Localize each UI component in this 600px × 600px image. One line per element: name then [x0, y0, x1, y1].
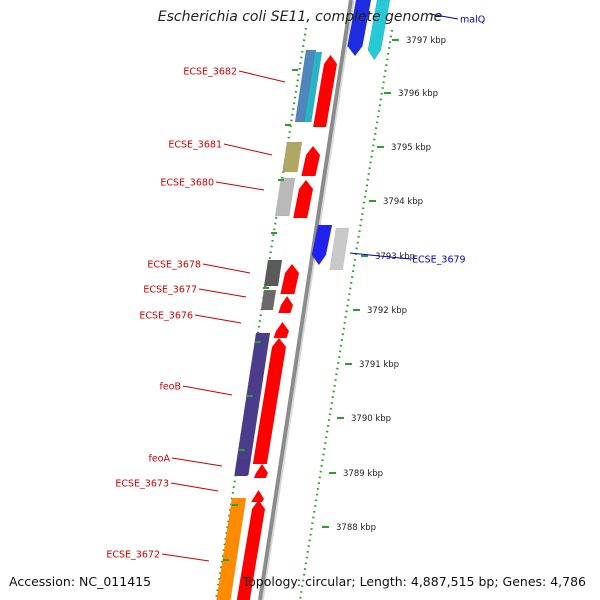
left-gene-label: feoB [159, 382, 181, 393]
left-gene-leader [171, 457, 223, 467]
left-gene-label: ECSE_3673 [115, 479, 169, 490]
left-gene-leader [182, 385, 233, 396]
left-gene-label: ECSE_3677 [143, 285, 197, 296]
right-gene-label: malQ [460, 15, 485, 26]
ecse-3678-cds-arrow [280, 264, 299, 294]
left-gene-label: ECSE_3681 [168, 140, 222, 151]
ecse-3678-gene-block [263, 259, 283, 287]
scale-ticks: 3797 kbp 3796 kbp 3795 kbp 3794 kbp 3793 kbp… [223, 36, 446, 561]
map-title: Escherichia coli SE11, complete genome [157, 9, 443, 25]
topology-text: Topology: circular; Length: 4,887,515 bp… [242, 574, 586, 589]
scale-label: 3791 kbp [359, 360, 399, 370]
feob-cds-arrow [252, 338, 286, 464]
ecse-3679-cds-block [329, 227, 350, 271]
scale-label: 3794 kbp [383, 197, 423, 207]
scale-label: 3788 kbp [336, 523, 376, 533]
ecse-3672-gene-block [216, 497, 247, 600]
left-gene-label: ECSE_3680 [160, 178, 214, 189]
left-gene-leader [223, 143, 273, 156]
backbone-line [258, 0, 353, 600]
right-gene-leader [349, 252, 411, 260]
malq-gene-block [347, 0, 372, 57]
feoa-cds-arrow [253, 464, 268, 478]
right-gene-label: ECSE_3679 [412, 255, 466, 266]
ecse-3677-gene-block [260, 289, 277, 311]
left-gene-leader [194, 314, 242, 324]
malq-cds-block [367, 0, 391, 61]
left-gene-leader [198, 288, 247, 298]
scale-label: 3796 kbp [398, 89, 438, 99]
scale-label: 3790 kbp [351, 414, 391, 424]
left-gene-leader [215, 181, 265, 191]
ecse-3682-cds-block [304, 51, 323, 123]
ecse-3681-cds-arrow [301, 146, 320, 176]
left-gene-label: ECSE_3682 [183, 67, 237, 78]
left-gene-label: ECSE_3678 [147, 260, 201, 271]
ecse-3680-gene-block [274, 177, 296, 217]
gene-labels: ECSE_3682 ECSE_3681 ECSE_3680 ECSE_3678 ECSE… [106, 13, 485, 562]
ecse-3682-cds-arrow [313, 55, 337, 127]
left-gene-leader [238, 70, 286, 83]
scale-label: 3797 kbp [406, 36, 446, 46]
left-gene-leader [161, 553, 210, 562]
accession-text: Accession: NC_011415 [9, 574, 152, 589]
right-gene-leader [429, 13, 459, 20]
scale-label: 3792 kbp [367, 306, 407, 316]
left-gene-label: ECSE_3672 [106, 550, 160, 561]
ecse-3676-cds-arrow [273, 322, 289, 338]
ecse-3681-gene-block [282, 141, 303, 173]
feoa-gene-block [235, 459, 251, 477]
backbone-highlight [262, 0, 355, 600]
gene-features [216, 0, 391, 600]
left-gene-label: ECSE_3676 [139, 311, 193, 322]
ecse-3679-gene-block [311, 224, 333, 266]
ecse-3672-cds-arrow [236, 500, 265, 600]
ecse-3680-cds-arrow [293, 180, 313, 218]
feob-gene-block [234, 332, 271, 476]
scale-label: 3793 kbp [375, 252, 415, 262]
ecse-3677-cds-arrow [278, 296, 293, 313]
ring-band [208, 0, 388, 600]
left-gene-label: feoA [148, 454, 170, 465]
scale-label: 3789 kbp [343, 469, 383, 479]
left-gene-leader [170, 482, 219, 492]
scale-label: 3795 kbp [391, 143, 431, 153]
ecse-3673-cds-arrow [251, 490, 264, 502]
left-gene-leader [202, 263, 251, 274]
